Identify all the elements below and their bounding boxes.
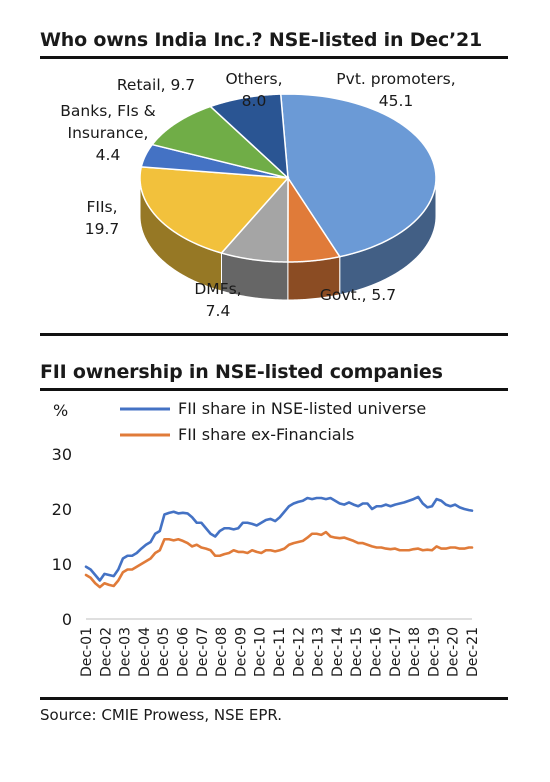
- x-tick-label: Dec-05: [156, 627, 172, 677]
- x-tick-label: Dec-20: [446, 627, 462, 677]
- pie-label-pvt-promoters-line-2: 45.1: [379, 92, 414, 110]
- x-tick-label: Dec-09: [233, 627, 249, 677]
- series-line-fii-share-in-nse-listed-universe: [84, 495, 474, 582]
- y-tick-label: 20: [52, 500, 72, 519]
- source-rule: [40, 697, 508, 700]
- y-tick-label: 10: [52, 555, 72, 574]
- y-tick-label: 30: [52, 445, 72, 464]
- pie-label-retail-line-1: Retail, 9.7: [117, 76, 195, 94]
- x-tick-label: Dec-03: [118, 627, 134, 677]
- pie-label-banks-fis-insurance-line-2: Insurance,: [68, 124, 149, 142]
- x-tick-label: Dec-19: [426, 627, 442, 677]
- pie-label-others-line-1: Others,: [225, 70, 282, 88]
- x-tick-label: Dec-13: [311, 627, 327, 677]
- legend-label-fii-share-in-nse-listed-universe: FII share in NSE-listed universe: [178, 399, 426, 418]
- title-rule-top: [40, 56, 508, 59]
- pie-chart-title: Who owns India Inc.? NSE-listed in Dec’2…: [40, 29, 483, 51]
- y-axis-label: %: [53, 401, 68, 420]
- pie-label-pvt-promoters-line-1: Pvt. promoters,: [336, 70, 455, 88]
- x-tick-label: Dec-11: [272, 627, 288, 677]
- pie-label-dmfs-line-2: 7.4: [206, 302, 231, 320]
- x-tick-label: Dec-18: [407, 627, 423, 677]
- line-chart-title: FII ownership in NSE-listed companies: [40, 361, 443, 383]
- x-tick-label: Dec-14: [330, 627, 346, 677]
- pie-label-banks-fis-insurance-line-1: Banks, FIs &: [60, 102, 155, 120]
- pie-label-fiis-line-2: 19.7: [85, 220, 120, 238]
- pie-slice-others: [208, 93, 289, 180]
- pie-slice-pvt-promoters: [279, 93, 437, 258]
- pie-label-govt-line-1: Govt., 5.7: [320, 286, 396, 304]
- legend-label-fii-share-ex-financials: FII share ex-Financials: [178, 425, 354, 444]
- x-tick-label: Dec-16: [369, 627, 385, 677]
- pie-slice-fiis: [139, 166, 290, 254]
- y-tick-label: 0: [62, 610, 72, 629]
- line-series: [84, 495, 474, 589]
- x-tick-label: Dec-06: [176, 627, 192, 677]
- section-divider: [40, 333, 508, 336]
- title-rule-bottom: [40, 388, 508, 391]
- pie-slice-govt: [287, 175, 341, 263]
- series-line-fii-share-ex-financials: [84, 530, 474, 589]
- pie-label-fiis-line-1: FIIs,: [86, 198, 117, 216]
- source-note: Source: CMIE Prowess, NSE EPR.: [40, 706, 283, 724]
- pie-slices: [139, 93, 437, 263]
- pie-slice-dmfs: [220, 176, 289, 263]
- x-tick-label: Dec-08: [214, 627, 230, 677]
- pie-slice-retail: [150, 105, 289, 179]
- x-tick-label: Dec-10: [253, 627, 269, 677]
- x-tick-label: Dec-15: [349, 627, 365, 677]
- pie-chart: Pvt. promoters, 45.1 Govt., 5.7 DMFs, 7.4 FII…: [60, 70, 455, 320]
- x-tick-label: Dec-17: [388, 627, 404, 677]
- line-legend: FII share in NSE-listed universe FII shar…: [120, 399, 426, 444]
- x-tick-label: Dec-02: [98, 627, 114, 677]
- pie-label-others-line-2: 8.0: [242, 92, 267, 110]
- x-tick-label: Dec-01: [79, 627, 95, 677]
- pie-labels: Pvt. promoters, 45.1 Govt., 5.7 DMFs, 7.4 FII…: [60, 70, 455, 320]
- x-tick-label: Dec-04: [137, 627, 153, 677]
- pie-3d-sides: [139, 177, 437, 301]
- pie-label-dmfs-line-1: DMFs,: [194, 280, 241, 298]
- x-tick-label: Dec-21: [465, 627, 481, 677]
- x-tick-label: Dec-12: [291, 627, 307, 677]
- pie-label-banks-fis-insurance-line-3: 4.4: [96, 146, 121, 164]
- x-tick-label: Dec-07: [195, 627, 211, 677]
